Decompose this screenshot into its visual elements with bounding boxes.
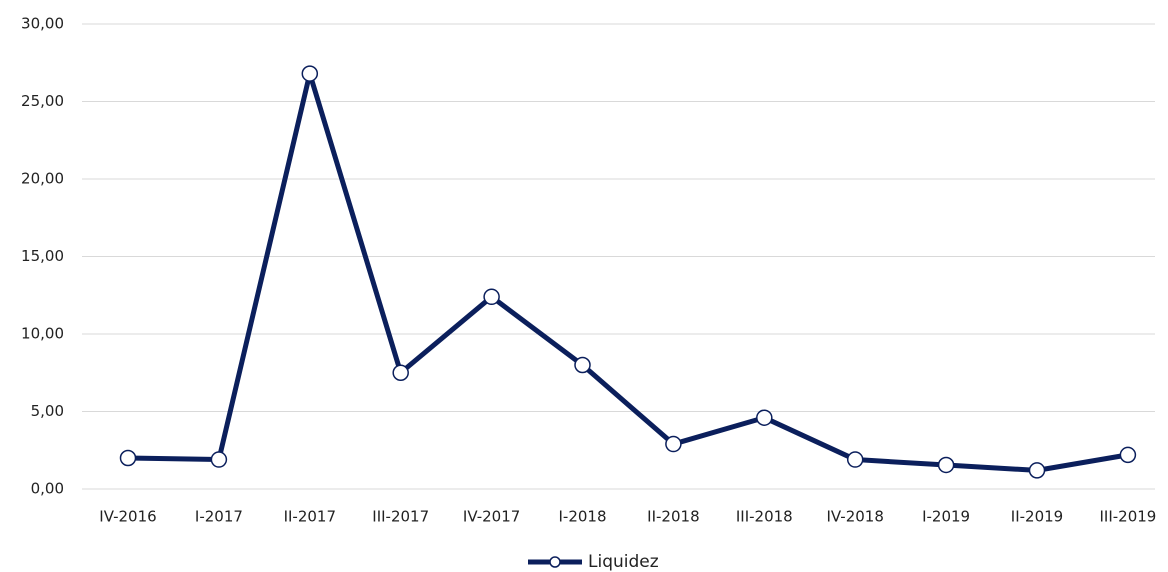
data-point <box>937 456 955 474</box>
data-point <box>392 364 409 381</box>
x-tick-label: IV-2017 <box>463 508 520 526</box>
x-tick-label: II-2018 <box>647 508 699 526</box>
data-point <box>483 288 500 306</box>
x-tick-label: I-2019 <box>922 508 970 526</box>
data-point <box>665 435 682 453</box>
x-tick-label: III-2019 <box>1099 508 1156 526</box>
x-tick-label: I-2018 <box>558 508 606 526</box>
data-point <box>756 409 773 426</box>
x-tick-label: I-2017 <box>195 508 243 526</box>
y-tick-label: 15,00 <box>21 247 64 265</box>
legend-marker <box>549 556 561 568</box>
x-tick-label: III-2017 <box>372 508 429 526</box>
y-tick-label: 30,00 <box>21 15 64 33</box>
y-tick-label: 20,00 <box>21 170 64 188</box>
y-tick-label: 25,00 <box>21 92 64 110</box>
data-point <box>846 451 864 468</box>
data-point <box>574 356 591 374</box>
x-tick-label: III-2018 <box>736 508 793 526</box>
y-tick-label: 0,00 <box>31 480 64 498</box>
x-tick-label: II-2017 <box>284 508 336 526</box>
data-point <box>210 451 228 468</box>
x-tick-label: II-2019 <box>1011 508 1063 526</box>
data-point <box>301 65 319 82</box>
x-tick-label: IV-2018 <box>826 508 883 526</box>
y-tick-label: 10,00 <box>21 325 64 343</box>
y-tick-label: 5,00 <box>31 402 64 420</box>
data-point <box>1119 446 1137 464</box>
x-tick-label: IV-2016 <box>99 508 156 526</box>
data-point <box>1028 462 1046 479</box>
data-point <box>119 449 137 467</box>
legend-label: Liquidez <box>588 552 659 572</box>
series-line <box>127 71 1129 473</box>
